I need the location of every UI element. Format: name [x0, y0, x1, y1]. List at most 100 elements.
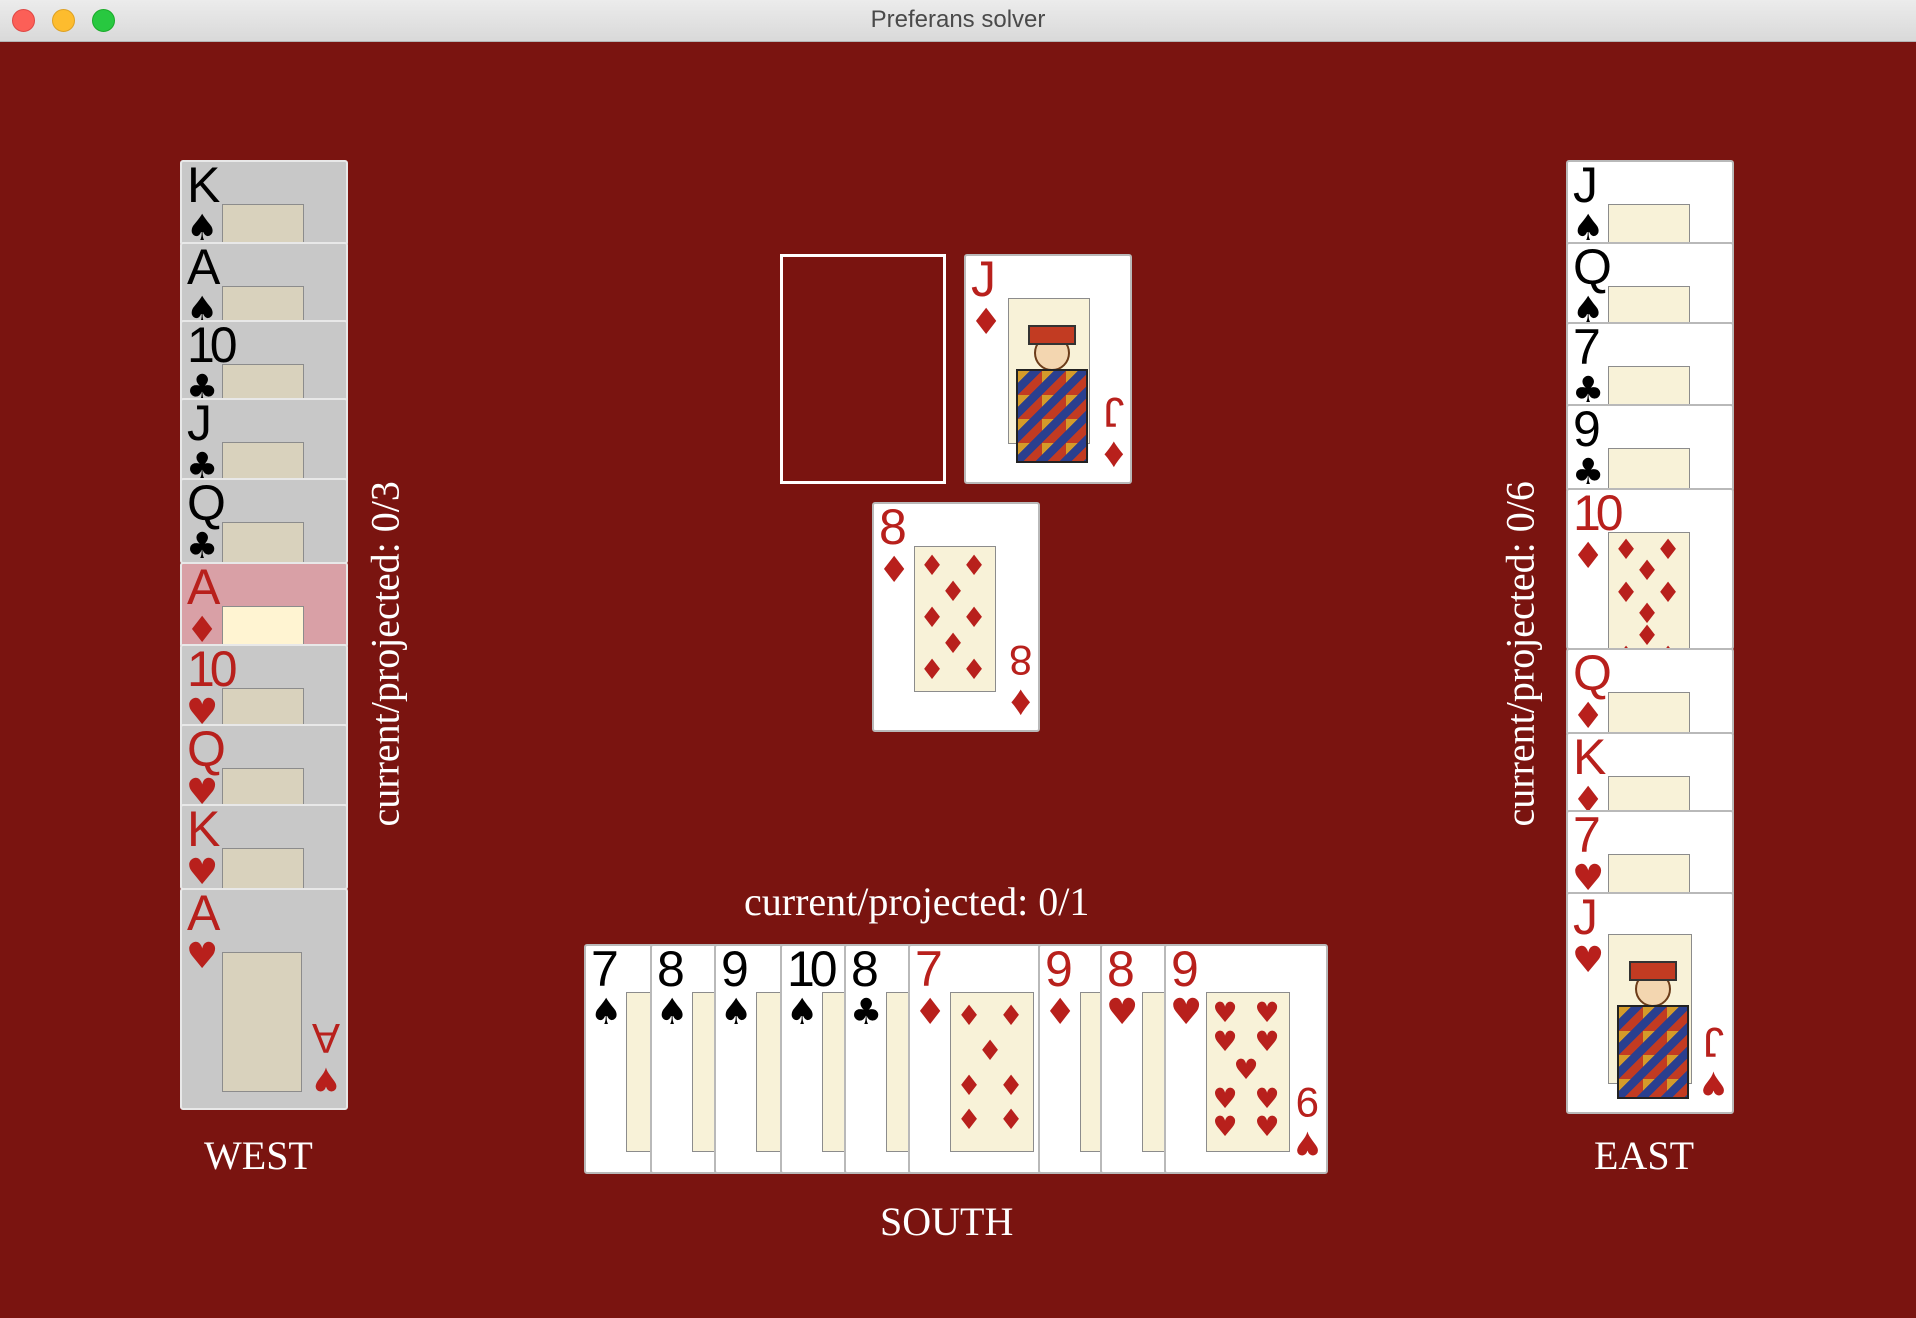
card-suit-icon: ♠	[720, 992, 753, 1033]
card-k-red[interactable]: K ♥	[180, 804, 348, 890]
window-title: Preferans solver	[870, 6, 1046, 33]
close-window-button[interactable]	[12, 9, 35, 32]
card-face	[1608, 286, 1690, 328]
court-figure-icon	[1611, 961, 1691, 1105]
card-rank: Q	[187, 478, 226, 531]
card-rank: 10	[187, 320, 238, 373]
card-10-red[interactable]: 10 ♥	[180, 644, 348, 730]
card-corner-icon: ♥ 9	[1295, 1079, 1320, 1170]
card-face	[1608, 934, 1692, 1099]
card-j-red[interactable]: J ♦ ♦ J	[964, 254, 1132, 484]
card-suit-icon: ♦	[878, 550, 911, 591]
card-face	[222, 204, 304, 244]
card-rank: J	[1573, 160, 1598, 213]
card-rank: 10	[787, 944, 838, 997]
card-corner-icon: ♥ J	[1701, 1019, 1726, 1110]
card-face	[1608, 204, 1690, 246]
card-q-black[interactable]: Q ♠	[1566, 242, 1734, 330]
card-suit-icon: ♠	[786, 992, 819, 1033]
card-8-black[interactable]: 8 ♠	[650, 944, 722, 1174]
card-7-black[interactable]: 7 ♣	[1566, 322, 1734, 410]
card-suit-icon: ♥	[1572, 858, 1605, 898]
card-suit-icon: ♠	[1572, 208, 1605, 248]
card-j-black[interactable]: J ♠	[1566, 160, 1734, 248]
card-suit-icon: ♣	[1572, 452, 1605, 492]
card-table: current/projected: 0/3 current/projected…	[0, 42, 1916, 1318]
card-9-red[interactable]: 9 ♥ ♥ ♥ ♥ ♥ ♥ ♥ ♥ ♥ ♥ ♥ 9	[1164, 944, 1328, 1174]
card-face	[756, 992, 784, 1152]
card-suit-icon: ♦	[970, 302, 1003, 343]
card-k-black[interactable]: K ♠	[180, 160, 348, 246]
card-q-red[interactable]: Q ♥	[180, 724, 348, 810]
card-rank: J	[971, 254, 996, 307]
court-figure-icon	[1010, 325, 1090, 469]
card-suit-icon: ♥	[1572, 940, 1605, 981]
card-10-black[interactable]: 10 ♣	[180, 320, 348, 406]
card-9-black[interactable]: 9 ♣	[1566, 404, 1734, 492]
card-suit-icon: ♣	[850, 992, 883, 1033]
card-rank: Q	[1573, 242, 1612, 295]
card-face	[1008, 298, 1090, 463]
card-rank: J	[1573, 892, 1598, 945]
card-rank: J	[187, 398, 212, 451]
card-rank: 10	[1573, 488, 1624, 541]
card-rank: Q	[187, 724, 226, 777]
east-name-label: EAST	[1594, 1133, 1694, 1178]
card-a-red[interactable]: A ♦	[180, 562, 348, 648]
card-suit-icon: ♦	[186, 610, 219, 648]
card-9-black[interactable]: 9 ♠	[714, 944, 786, 1174]
card-rank: 9	[1045, 944, 1073, 997]
card-face	[222, 606, 304, 646]
card-suit-icon: ♠	[1572, 290, 1605, 330]
card-rank: 9	[721, 944, 749, 997]
card-8-black[interactable]: 8 ♣	[844, 944, 916, 1174]
card-j-black[interactable]: J ♣	[180, 398, 348, 484]
card-rank: 8	[851, 944, 879, 997]
card-face	[1608, 692, 1690, 734]
card-k-red[interactable]: K ♦	[1566, 732, 1734, 820]
card-7-red[interactable]: 7 ♥	[1566, 810, 1734, 898]
empty-trick-slot	[780, 254, 946, 484]
card-corner-icon: ♦ J	[1102, 389, 1124, 480]
card-pips-icon: ♦ ♦ ♦ ♦ ♦ ♦ ♦	[956, 999, 1028, 1137]
card-rank: 8	[879, 502, 907, 555]
card-corner-icon: ♦ 8	[1008, 637, 1032, 728]
card-suit-icon: ♣	[186, 446, 219, 484]
minimize-window-button[interactable]	[52, 9, 75, 32]
card-q-black[interactable]: Q ♣	[180, 478, 348, 564]
card-rank: 8	[1107, 944, 1135, 997]
card-pips-icon: ♦ ♦ ♦ ♦ ♦ ♦ ♦ ♦	[919, 549, 991, 687]
card-rank: A	[187, 888, 220, 941]
card-a-black[interactable]: A ♠	[180, 242, 348, 328]
card-face	[222, 364, 304, 404]
card-8-red[interactable]: 8 ♦ ♦ ♦ ♦ ♦ ♦ ♦ ♦ ♦ ♦ 8	[872, 502, 1040, 732]
card-suit-icon: ♦	[1572, 536, 1605, 577]
card-suit-icon: ♦	[914, 992, 947, 1033]
card-rank: 9	[1573, 404, 1601, 457]
card-face	[1608, 448, 1690, 490]
card-rank: K	[1573, 732, 1606, 785]
card-face	[1608, 854, 1690, 896]
card-suit-icon: ♥	[186, 936, 219, 977]
card-face: ♦ ♦♦♦ ♦ ♦♦♦ ♦	[1608, 532, 1690, 650]
card-10-black[interactable]: 10 ♠	[780, 944, 852, 1174]
card-rank: 10	[187, 644, 238, 697]
card-a-red[interactable]: A ♥ ♥ A	[180, 888, 348, 1110]
card-face	[222, 952, 302, 1092]
south-name-label: SOUTH	[880, 1199, 1014, 1244]
card-8-red[interactable]: 8 ♥	[1100, 944, 1172, 1174]
card-10-red[interactable]: 10♦♦ ♦♦♦ ♦ ♦♦♦ ♦	[1566, 488, 1734, 650]
card-pips-icon: ♦ ♦♦♦ ♦ ♦♦♦ ♦	[1613, 533, 1685, 650]
card-q-red[interactable]: Q ♦	[1566, 648, 1734, 736]
zoom-window-button[interactable]	[92, 9, 115, 32]
card-suit-icon: ♣	[1572, 370, 1605, 410]
card-7-red[interactable]: 7 ♦ ♦ ♦ ♦ ♦ ♦ ♦ ♦	[908, 944, 1044, 1174]
title-bar: Preferans solver	[0, 0, 1916, 42]
card-suit-icon: ♣	[186, 526, 219, 564]
card-suit-icon: ♥	[1170, 992, 1203, 1033]
card-suit-icon: ♠	[186, 208, 219, 246]
card-7-black[interactable]: 7 ♠	[584, 944, 656, 1174]
card-rank: A	[187, 242, 220, 295]
card-j-red[interactable]: J ♥ ♥ J	[1566, 892, 1734, 1114]
